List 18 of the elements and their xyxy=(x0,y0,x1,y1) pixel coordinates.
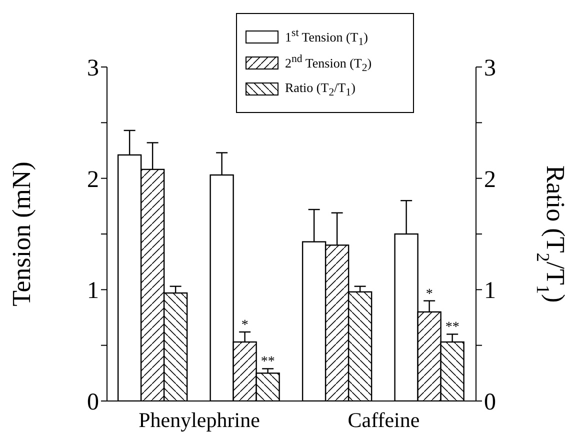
legend-label: Ratio (T$_{2}$/T$_{1}$) xyxy=(285,80,356,98)
text: Caffeine xyxy=(348,408,420,432)
y2-tick-label: 0 xyxy=(484,390,496,416)
y2-tick-label: 3 xyxy=(484,56,496,82)
data-label: * xyxy=(426,286,433,302)
y-tick-label: 0 xyxy=(87,390,99,416)
data-label: ** xyxy=(445,320,460,336)
y2-tick-label: 1 xyxy=(484,278,496,304)
legend-label: 2$^{nd}$ Tension (T$_{2}$) xyxy=(285,52,372,74)
y-tick-label: 3 xyxy=(87,56,99,82)
y-tick-label: 1 xyxy=(87,278,99,304)
legend-label: 1$^{st}$ Tension (T$_{1}$) xyxy=(285,26,368,48)
data-label: ** xyxy=(260,354,275,370)
text: Phenylephrine xyxy=(138,408,260,432)
y-tick-label: 2 xyxy=(87,166,99,193)
y-axis-title: Tension (mN) xyxy=(7,162,36,306)
y2-tick-label: 2 xyxy=(484,166,496,193)
data-label: * xyxy=(241,318,248,333)
